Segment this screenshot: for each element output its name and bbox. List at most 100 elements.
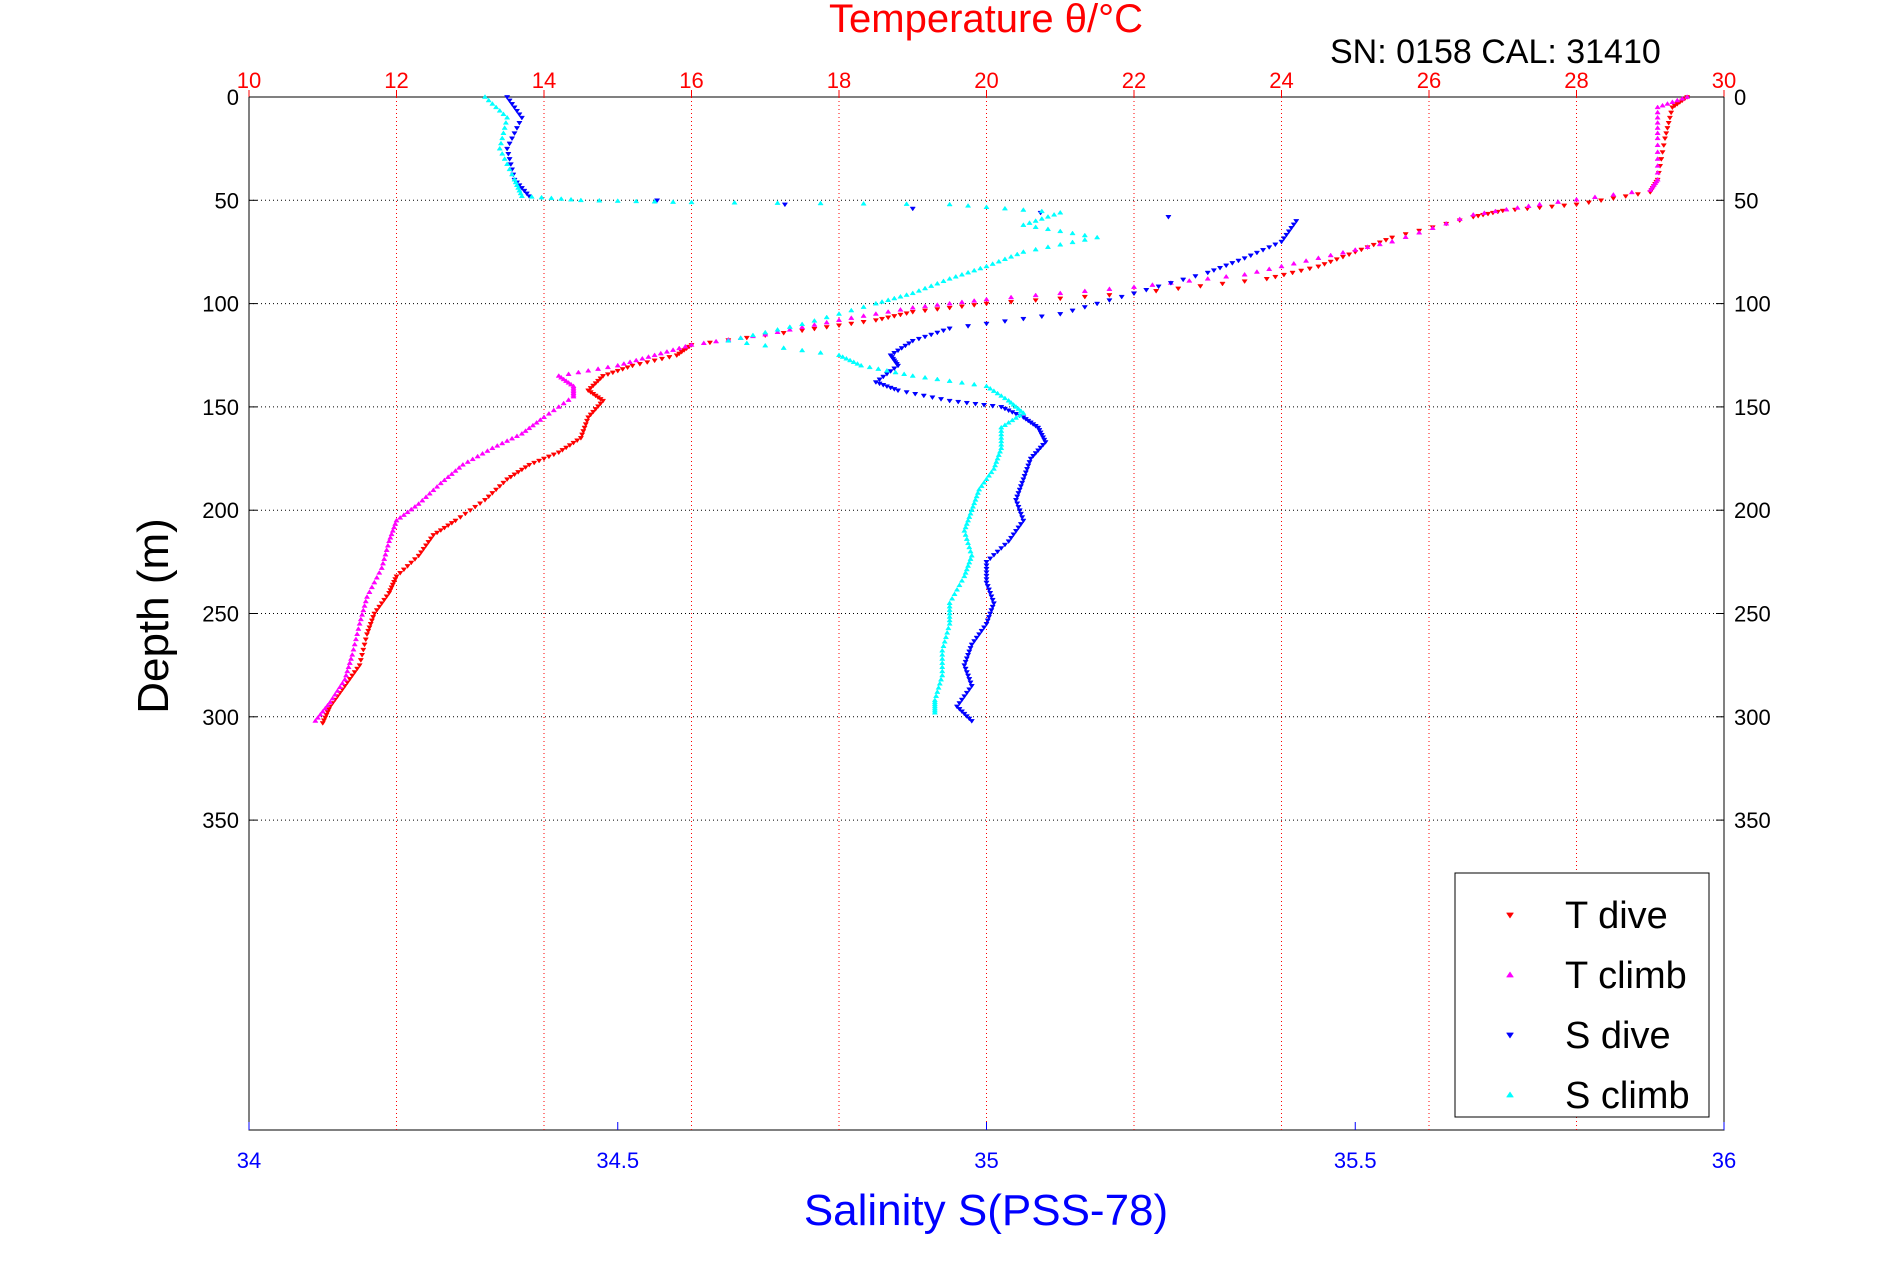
data-point [1057, 228, 1064, 234]
data-point [351, 670, 358, 675]
data-point [928, 332, 935, 338]
top-tick-label: 10 [237, 68, 261, 93]
data-point [971, 500, 978, 506]
data-point [411, 557, 419, 562]
data-point [1272, 242, 1279, 248]
data-point [1679, 95, 1686, 101]
data-point [590, 409, 597, 415]
right-tick-label: 50 [1734, 188, 1758, 213]
data-point [481, 498, 489, 503]
data-point [1389, 235, 1396, 241]
data-point [1014, 501, 1021, 507]
data-point [1654, 149, 1661, 154]
data-point [848, 315, 855, 320]
data-point [946, 621, 953, 626]
data-point [585, 415, 592, 421]
data-point [456, 465, 463, 470]
data-point [371, 611, 378, 617]
data-point [983, 301, 990, 307]
y-axis-label: Depth (m) [129, 518, 178, 714]
data-point [713, 338, 720, 344]
data-point [1032, 292, 1039, 298]
data-point [1001, 319, 1009, 324]
data-point [506, 157, 513, 162]
data-point [1057, 209, 1064, 215]
data-point [636, 362, 643, 367]
data-point [934, 280, 941, 286]
data-point [345, 664, 352, 670]
data-point [1143, 288, 1150, 293]
data-point [835, 352, 843, 358]
data-point [507, 162, 514, 167]
data-point [682, 343, 689, 349]
data-point [1327, 252, 1334, 258]
data-point [1118, 294, 1125, 300]
data-point [1081, 288, 1088, 294]
data-point [946, 201, 953, 207]
data-point [983, 560, 990, 565]
data-point [1654, 163, 1661, 168]
data-point [921, 303, 929, 309]
data-point [415, 553, 422, 559]
data-point [508, 102, 516, 107]
data-point [459, 461, 466, 467]
data-point [356, 621, 363, 626]
data-point [585, 367, 592, 373]
data-point [985, 472, 993, 478]
data-point [663, 349, 670, 354]
data-point [1016, 412, 1023, 418]
data-point [633, 357, 640, 363]
data-point [540, 414, 548, 420]
data-point [620, 361, 627, 366]
data-point [355, 626, 362, 631]
data-point [448, 521, 455, 526]
data-point [566, 443, 573, 448]
data-point [560, 376, 567, 382]
top-tick-label: 14 [532, 68, 556, 93]
top-tick-label: 24 [1269, 68, 1293, 93]
data-point [430, 533, 437, 538]
data-point [489, 491, 496, 496]
data-point [1149, 282, 1156, 287]
data-point [323, 712, 330, 718]
data-point [811, 322, 818, 327]
top-tick-label: 30 [1712, 68, 1736, 93]
data-point [378, 565, 385, 570]
data-point [962, 532, 969, 537]
data-point [1664, 101, 1671, 106]
data-point [964, 203, 972, 208]
data-point [388, 585, 395, 591]
data-point [1155, 284, 1162, 290]
data-point [972, 497, 979, 502]
data-point [1654, 114, 1661, 120]
right-tick-label: 150 [1734, 395, 1771, 420]
data-point [985, 615, 993, 620]
data-point [393, 574, 400, 580]
data-point [1352, 247, 1359, 252]
data-point [1051, 211, 1058, 217]
data-point [983, 580, 990, 586]
data-point [961, 528, 968, 533]
data-point [511, 131, 518, 136]
data-point [587, 386, 594, 391]
data-point [437, 528, 444, 533]
data-point [878, 316, 886, 322]
data-point [1009, 417, 1016, 423]
data-point [1283, 232, 1290, 238]
data-point [1020, 477, 1027, 483]
data-point [581, 425, 588, 431]
data-point [983, 573, 990, 579]
data-point [619, 367, 626, 372]
data-point [964, 673, 972, 679]
data-point [1012, 498, 1020, 503]
data-point [1561, 203, 1568, 209]
data-point [324, 710, 331, 715]
right-axis-ticks: 0 50 100 150 200 250 300 350 [1716, 85, 1771, 833]
data-point [1668, 110, 1675, 116]
data-point [936, 680, 943, 686]
data-point [373, 574, 380, 580]
data-point [341, 676, 348, 682]
data-point [971, 303, 978, 308]
data-point [1241, 256, 1248, 261]
data-point [379, 560, 387, 566]
